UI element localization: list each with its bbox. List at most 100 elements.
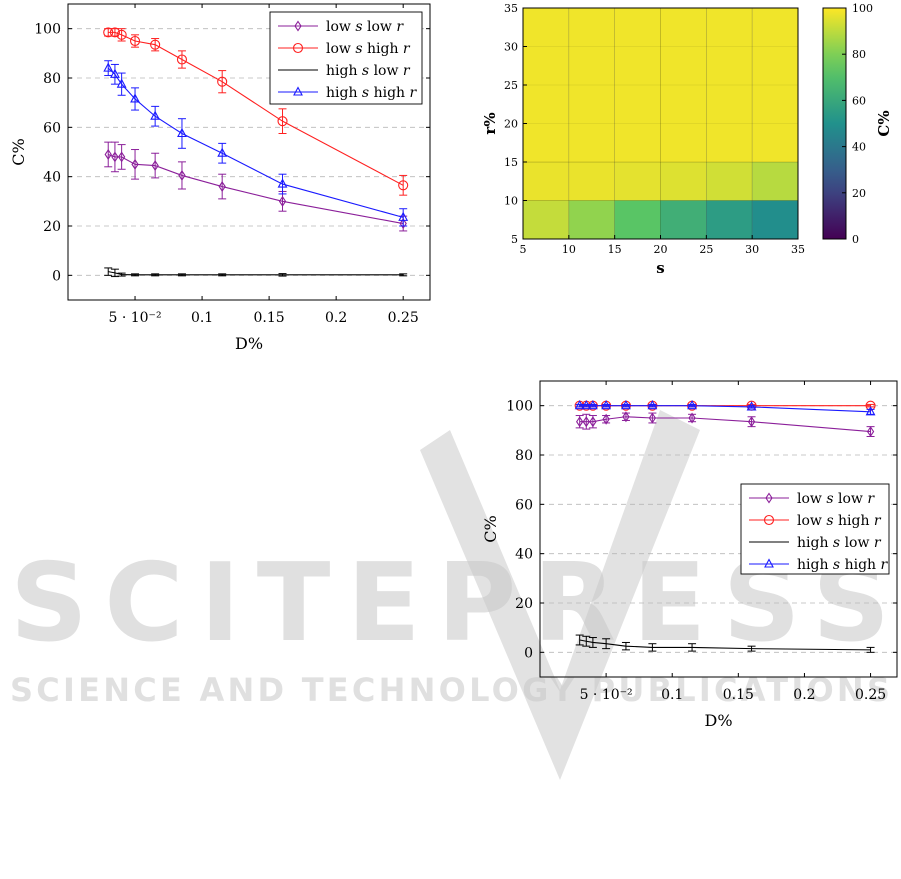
data-point	[116, 78, 127, 88]
series-high-s-low-r	[104, 267, 408, 278]
y-axis-label: C%	[481, 515, 500, 542]
x-tick-label: 0.25	[388, 310, 419, 326]
series-high-s-high-r	[103, 60, 409, 227]
y-tick-label: 10	[504, 195, 518, 208]
legend-swatch-marker	[293, 86, 303, 96]
series-line	[108, 271, 404, 276]
y-tick-label: 30	[504, 41, 518, 54]
heatmap-cell	[568, 161, 615, 201]
heatmap-cell	[706, 161, 753, 201]
heatmap-cell	[568, 200, 615, 240]
data-point	[151, 160, 159, 172]
x-tick-label: 0.25	[855, 687, 886, 703]
data-point	[217, 76, 228, 87]
heatmap-cell	[706, 200, 753, 240]
legend-word: low	[797, 491, 822, 507]
legend-word: high	[326, 85, 357, 101]
y-tick-label: 40	[43, 170, 61, 186]
x-axis-label: D%	[704, 711, 732, 730]
legend-label: low s high r	[797, 513, 882, 529]
series-low-s-high-r	[103, 27, 409, 196]
y-tick-label: 25	[504, 79, 518, 92]
colorbar-tick-label: 100	[852, 2, 873, 15]
data-point	[177, 127, 187, 138]
legend-label: low s low r	[326, 19, 404, 35]
y-tick-label: 15	[504, 156, 518, 169]
data-point	[117, 151, 126, 163]
y-tick-label: 60	[43, 120, 61, 136]
x-tick-label: 0.1	[661, 687, 683, 703]
heatmap-cell	[706, 7, 753, 163]
data-point	[648, 412, 657, 424]
legend-word: s	[351, 19, 363, 35]
series-line	[579, 416, 871, 433]
y-axis-label: r%	[481, 112, 499, 134]
legend-word: low	[797, 513, 822, 529]
legend-box	[740, 483, 890, 575]
data-point	[116, 29, 127, 40]
x-tick-label: 5 · 10⁻²	[108, 310, 161, 326]
legend-swatch-marker	[764, 558, 774, 568]
data-point	[747, 416, 756, 428]
data-point	[150, 39, 161, 50]
plot-frame	[67, 3, 431, 301]
heatmap-cell	[568, 7, 615, 163]
data-point	[130, 93, 140, 103]
y-tick-label: 40	[515, 547, 533, 563]
heatmap-cell	[614, 7, 661, 163]
x-axis-label: D%	[235, 334, 263, 353]
data-point	[866, 426, 875, 438]
legend-label: high s low r	[797, 535, 882, 551]
legend-word: s	[357, 63, 369, 79]
data-point	[865, 406, 876, 416]
series-high-s-high-r	[574, 399, 876, 416]
data-point	[602, 413, 610, 425]
data-point	[110, 68, 120, 78]
data-point	[688, 412, 696, 424]
y-tick-label: 20	[43, 219, 61, 235]
legend-word: high	[797, 535, 828, 551]
colorbar	[822, 7, 847, 240]
heatmap-cell	[522, 200, 570, 240]
heatmap-cell	[751, 7, 799, 163]
legend-word: s	[351, 41, 363, 57]
y-tick-label: 80	[515, 448, 533, 464]
legend-word: r	[405, 85, 417, 101]
data-point	[581, 399, 592, 410]
legend-word: s	[822, 513, 834, 529]
y-tick-label: 60	[515, 497, 533, 513]
legend-word: r	[863, 491, 875, 507]
legend-word: s	[357, 85, 369, 101]
heatmap-cell	[522, 161, 570, 201]
x-tick-label: 15	[608, 243, 622, 256]
x-tick-label: 25	[699, 243, 713, 256]
legend-word: r	[392, 19, 404, 35]
legend-word: low	[326, 41, 351, 57]
colorbar-tick-label: 80	[852, 48, 866, 61]
legend-word: r	[876, 557, 888, 573]
plot-frame	[539, 380, 898, 678]
data-point	[399, 218, 407, 230]
data-point	[576, 416, 584, 428]
data-point	[129, 35, 141, 47]
chart-heatmap: 5 10 15 20 25 30 35 5 10 15 20 25 30 35 s r% 0 20 40 60 80 10…	[481, 2, 893, 277]
series-low-s-low-r	[575, 411, 875, 438]
series-low-s-low-r	[104, 141, 408, 232]
x-tick-label: 0.15	[254, 310, 285, 326]
legend-word: low	[326, 19, 351, 35]
legend-word: low	[369, 63, 398, 79]
y-tick-label: 100	[34, 22, 61, 38]
y-tick-label: 80	[43, 71, 61, 87]
data-point	[178, 169, 186, 181]
legend-word: r	[869, 535, 881, 551]
x-tick-label: 0.2	[793, 687, 815, 703]
x-tick-label: 35	[791, 243, 805, 256]
data-point	[746, 401, 757, 411]
x-tick-label: 5	[520, 243, 527, 256]
data-point	[277, 178, 288, 188]
x-tick-label: 5 · 10⁻²	[580, 687, 633, 703]
data-point	[398, 180, 409, 191]
legend-word: high	[840, 557, 876, 573]
heatmap-cell	[614, 200, 661, 240]
